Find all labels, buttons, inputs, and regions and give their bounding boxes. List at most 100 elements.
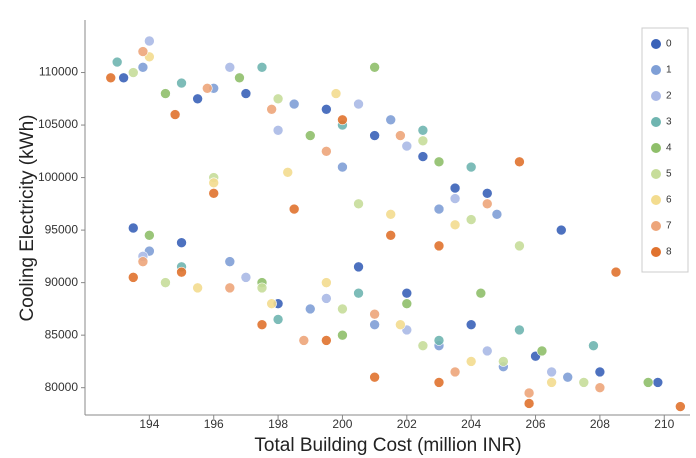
point bbox=[401, 287, 413, 299]
point bbox=[481, 345, 493, 357]
point bbox=[433, 377, 445, 388]
legend-marker bbox=[651, 195, 661, 205]
x-tick-label: 210 bbox=[654, 417, 674, 431]
point bbox=[465, 356, 477, 367]
x-tick-label: 204 bbox=[461, 417, 481, 431]
legend-marker bbox=[651, 221, 661, 231]
point bbox=[118, 72, 129, 84]
x-tick-label: 194 bbox=[139, 417, 159, 431]
legend-label: 4 bbox=[666, 143, 672, 154]
point bbox=[498, 356, 509, 367]
y-axis-label: Cooling Electricity (kWh) bbox=[17, 115, 38, 322]
y-tick-label: 95000 bbox=[45, 222, 79, 236]
point bbox=[256, 61, 268, 73]
point bbox=[272, 314, 284, 325]
point bbox=[353, 98, 364, 110]
point bbox=[369, 371, 380, 383]
point bbox=[169, 109, 181, 120]
legend-marker bbox=[651, 39, 661, 49]
x-tick-label: 198 bbox=[268, 417, 288, 431]
point bbox=[433, 335, 445, 346]
y-tick-label: 105000 bbox=[38, 117, 78, 131]
point bbox=[337, 114, 348, 126]
point bbox=[321, 277, 332, 288]
point bbox=[234, 72, 245, 84]
point bbox=[417, 125, 429, 136]
point bbox=[475, 287, 487, 299]
point bbox=[288, 98, 300, 110]
point bbox=[353, 261, 364, 273]
point bbox=[224, 61, 236, 73]
point bbox=[652, 377, 664, 388]
point bbox=[369, 319, 380, 330]
legend-marker bbox=[651, 143, 661, 153]
point bbox=[144, 230, 155, 241]
point bbox=[401, 298, 413, 309]
point bbox=[272, 93, 284, 105]
point bbox=[514, 240, 525, 252]
legend-label: 2 bbox=[666, 91, 672, 102]
point bbox=[385, 114, 397, 126]
legend-label: 1 bbox=[666, 65, 672, 76]
point bbox=[385, 209, 397, 220]
point bbox=[546, 377, 557, 388]
y-tick-label: 80000 bbox=[45, 380, 79, 394]
point bbox=[176, 237, 187, 249]
point bbox=[465, 161, 477, 173]
point bbox=[353, 287, 364, 299]
legend-box bbox=[641, 27, 689, 273]
point bbox=[481, 198, 493, 210]
point bbox=[137, 61, 149, 73]
point bbox=[433, 240, 445, 252]
point bbox=[395, 319, 406, 330]
point bbox=[192, 93, 203, 105]
point bbox=[610, 266, 622, 278]
point bbox=[675, 401, 686, 412]
point bbox=[353, 198, 364, 210]
point bbox=[578, 377, 590, 388]
point bbox=[321, 103, 332, 115]
point bbox=[224, 256, 236, 267]
point bbox=[208, 188, 220, 199]
point bbox=[321, 293, 332, 304]
point bbox=[337, 161, 348, 173]
legend-marker bbox=[651, 169, 661, 179]
point bbox=[272, 125, 284, 136]
point bbox=[304, 303, 316, 315]
point bbox=[395, 130, 406, 141]
point bbox=[433, 203, 445, 215]
point bbox=[401, 140, 413, 152]
point bbox=[176, 266, 187, 278]
point bbox=[449, 182, 461, 194]
point bbox=[449, 366, 461, 378]
point bbox=[514, 156, 525, 168]
point bbox=[385, 230, 397, 241]
point bbox=[330, 88, 342, 99]
point bbox=[536, 345, 548, 357]
point bbox=[449, 193, 461, 204]
legend-label: 5 bbox=[666, 169, 672, 180]
point bbox=[417, 340, 429, 351]
point bbox=[546, 366, 557, 378]
point bbox=[594, 382, 606, 393]
legend-marker bbox=[651, 65, 661, 75]
point bbox=[160, 277, 171, 288]
point bbox=[321, 146, 332, 157]
point bbox=[160, 88, 171, 99]
point bbox=[288, 203, 300, 215]
legend-marker bbox=[651, 247, 661, 257]
point bbox=[321, 335, 332, 346]
legend-label: 7 bbox=[666, 221, 672, 232]
legend-marker bbox=[651, 117, 661, 127]
point bbox=[449, 219, 461, 231]
point bbox=[127, 67, 139, 78]
point bbox=[282, 167, 294, 178]
x-tick-label: 208 bbox=[590, 417, 610, 431]
point bbox=[201, 82, 213, 94]
y-tick-label: 85000 bbox=[45, 327, 79, 341]
point bbox=[491, 209, 503, 220]
point bbox=[594, 366, 606, 378]
x-tick-label: 206 bbox=[526, 417, 546, 431]
legend-label: 8 bbox=[666, 247, 672, 258]
x-tick-label: 196 bbox=[204, 417, 224, 431]
